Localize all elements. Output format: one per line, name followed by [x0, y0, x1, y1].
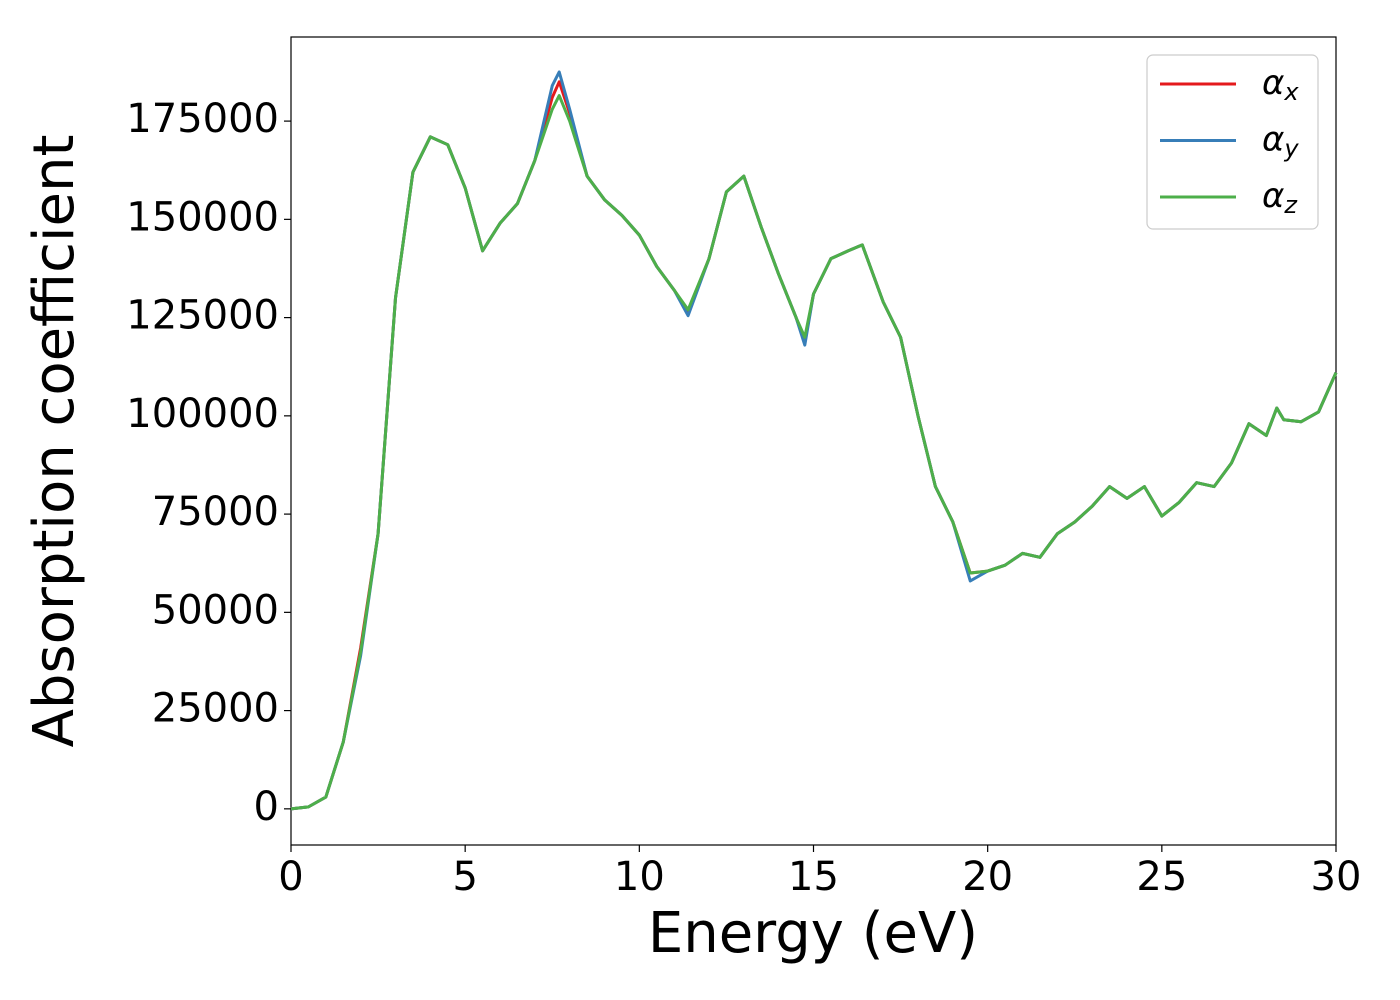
legend-label: αz [1262, 176, 1298, 220]
x-axis-label: Energy (eV) [648, 901, 978, 966]
x-tick-label: 10 [614, 854, 665, 900]
y-tick-label: 75000 [152, 489, 279, 535]
x-tick-label: 30 [1311, 854, 1362, 900]
y-tick-label: 175000 [126, 96, 279, 142]
x-tick-label: 25 [1136, 854, 1187, 900]
legend-label: αy [1262, 119, 1299, 163]
y-tick-label: 0 [254, 784, 279, 830]
x-tick-label: 20 [962, 854, 1013, 900]
y-tick-label: 25000 [152, 686, 279, 732]
x-tick-label: 5 [452, 854, 477, 900]
legend-label: αx [1262, 63, 1299, 107]
y-axis-label: Absorption coefficient [22, 135, 87, 748]
data-line [290, 94, 1338, 811]
y-tick-label: 150000 [126, 194, 279, 240]
y-tick-label: 50000 [152, 587, 279, 633]
y-tick-label: 100000 [126, 391, 279, 437]
y-tick-label: 125000 [126, 293, 279, 339]
x-tick-label: 15 [788, 854, 839, 900]
x-tick-label: 0 [278, 854, 303, 900]
